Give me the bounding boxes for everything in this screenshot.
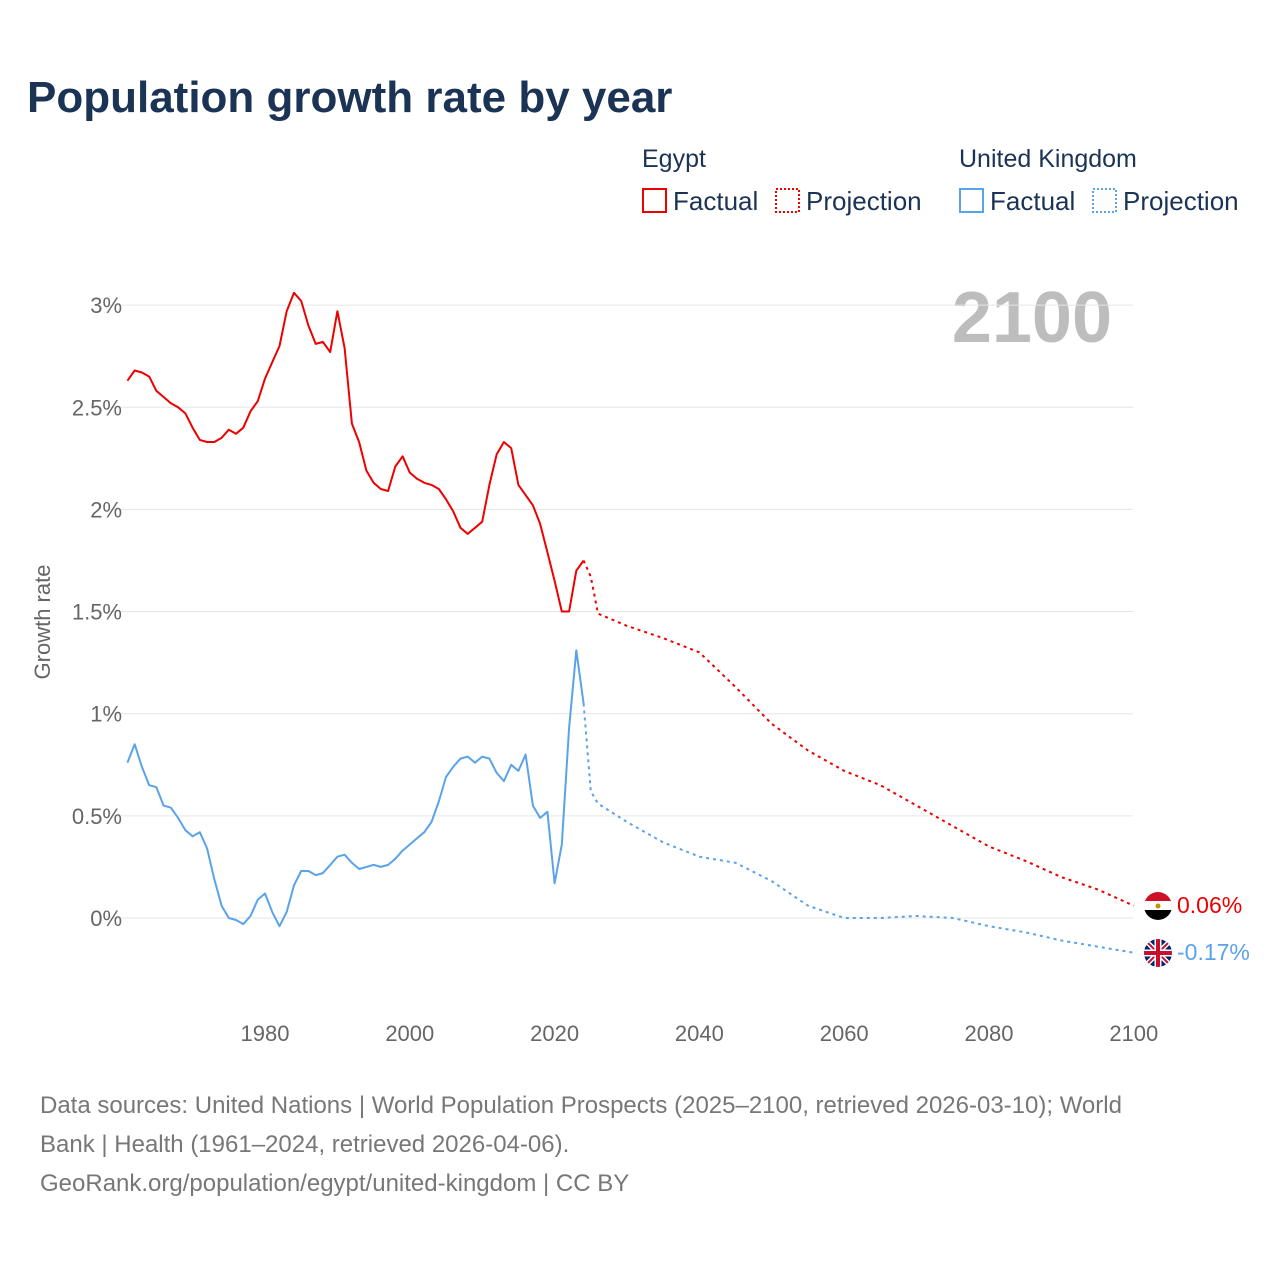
y-axis-label: Growth rate	[30, 565, 55, 680]
solid-swatch-icon	[959, 188, 984, 213]
y-tick-label: 2.5%	[72, 395, 122, 420]
x-tick-label: 2060	[820, 1021, 869, 1046]
solid-swatch-icon	[642, 188, 667, 213]
y-tick-label: 3%	[90, 293, 122, 318]
svg-text:GeoRank.org/population/egypt/u[interactable]: GeoRank.org/population/egypt/united-king…	[40, 1170, 629, 1197]
legend: Egypt Factual Projection United Kingdom …	[642, 145, 1239, 216]
uk-flag-icon	[1144, 939, 1172, 967]
legend-group-egypt: Egypt	[642, 145, 706, 173]
footer-sources-line1: Data sources: United Nations | World Pop…	[40, 1092, 1122, 1119]
legend-label: Projection	[806, 186, 922, 216]
dotted-swatch-icon	[775, 188, 800, 213]
x-tick-label: 2020	[530, 1021, 579, 1046]
legend-egypt-projection[interactable]: Projection	[775, 186, 922, 216]
legend-label: Factual	[673, 186, 758, 216]
y-tick-label: 1%	[90, 702, 122, 727]
y-tick-label: 0%	[90, 906, 122, 931]
egypt-end-value: 0.06%	[1177, 892, 1242, 918]
x-tick-label: 2080	[965, 1021, 1014, 1046]
x-tick-label: 1980	[241, 1021, 290, 1046]
egypt-flag-icon	[1144, 892, 1172, 920]
y-tick-label: 0.5%	[72, 804, 122, 829]
legend-group-uk: United Kingdom	[959, 145, 1137, 173]
united-kingdom-factual-line	[126, 649, 585, 928]
egypt-factual-line	[126, 291, 585, 613]
x-ticks: 1980 2000 2020 2040 2060 2080 2100	[241, 1021, 1159, 1046]
year-indicator: 2100	[952, 278, 1112, 358]
x-tick-label: 2000	[385, 1021, 434, 1046]
y-tick-label: 1.5%	[72, 600, 122, 625]
x-tick-label: 2100	[1109, 1021, 1158, 1046]
y-ticks: 0% 0.5% 1% 1.5% 2% 2.5% 3%	[72, 293, 122, 931]
y-tick-label: 2%	[90, 497, 122, 522]
legend-label: Factual	[990, 186, 1075, 216]
chart-title: Population growth rate by year	[27, 73, 672, 122]
footer-sources-line2: Bank | Health (1961–2024, retrieved 2026…	[40, 1131, 569, 1158]
x-tick-label: 2040	[675, 1021, 724, 1046]
gridlines	[110, 304, 1133, 919]
united-kingdom-projection-line	[582, 703, 1134, 954]
series-lines	[126, 291, 1135, 954]
uk-end-value: -0.17%	[1177, 939, 1250, 965]
egypt-projection-line	[582, 560, 1135, 907]
legend-uk-projection[interactable]: Projection	[1092, 186, 1239, 216]
legend-uk-factual[interactable]: Factual	[959, 186, 1075, 216]
legend-egypt-factual[interactable]: Factual	[642, 186, 758, 216]
footer-link[interactable]: GeoRank.org/population/egypt/united-king…	[40, 1170, 629, 1197]
legend-label: Projection	[1123, 186, 1239, 216]
dotted-swatch-icon	[1092, 188, 1117, 213]
